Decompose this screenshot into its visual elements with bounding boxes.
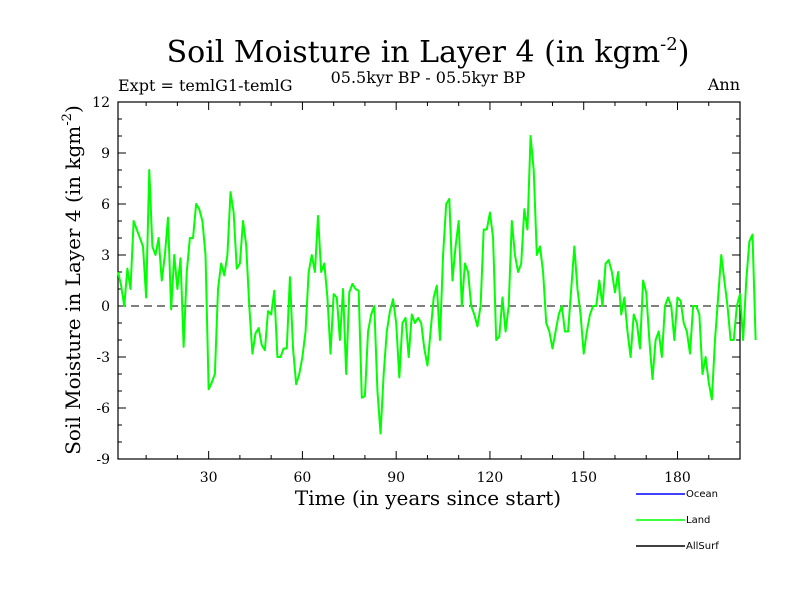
legend-land-label: Land bbox=[686, 515, 710, 526]
y-tick-label: 12 bbox=[92, 95, 110, 111]
x-tick-label: 60 bbox=[293, 470, 311, 486]
x-tick-label: 150 bbox=[570, 470, 597, 486]
x-tick-label: 120 bbox=[477, 470, 504, 486]
experiment-label: Expt = temlG1-temlG bbox=[118, 76, 292, 95]
x-axis: 30 60 90 120 150 180 bbox=[145, 102, 710, 486]
y-tick-label: -9 bbox=[96, 452, 110, 468]
legend: Ocean Land AllSurf bbox=[636, 489, 719, 552]
y-tick-label: 3 bbox=[101, 248, 110, 264]
period-label: 05.5kyr BP - 05.5kyr BP bbox=[331, 68, 526, 87]
y-tick-label: 0 bbox=[101, 299, 110, 315]
plot-frame bbox=[117, 101, 741, 460]
legend-allsurf-label: AllSurf bbox=[686, 541, 719, 552]
x-tick-label: 180 bbox=[664, 470, 691, 486]
chart-title: Soil Moisture in Layer 4 (in kgm-2) bbox=[167, 34, 690, 70]
land-series-line bbox=[117, 135, 757, 435]
series-layer bbox=[117, 135, 757, 435]
legend-ocean-label: Ocean bbox=[686, 489, 718, 500]
season-label: Ann bbox=[707, 75, 740, 94]
x-axis-title: Time (in years since start) bbox=[295, 486, 561, 510]
y-tick-label: 6 bbox=[101, 197, 110, 213]
x-tick-label: 90 bbox=[387, 470, 405, 486]
y-axis-title: Soil Moisture in Layer 4 (in kgm-2) bbox=[60, 105, 85, 455]
y-tick-label: -6 bbox=[96, 401, 110, 417]
x-tick-label: 30 bbox=[200, 470, 218, 486]
y-tick-label: -3 bbox=[96, 350, 110, 366]
y-tick-label: 9 bbox=[101, 146, 110, 162]
